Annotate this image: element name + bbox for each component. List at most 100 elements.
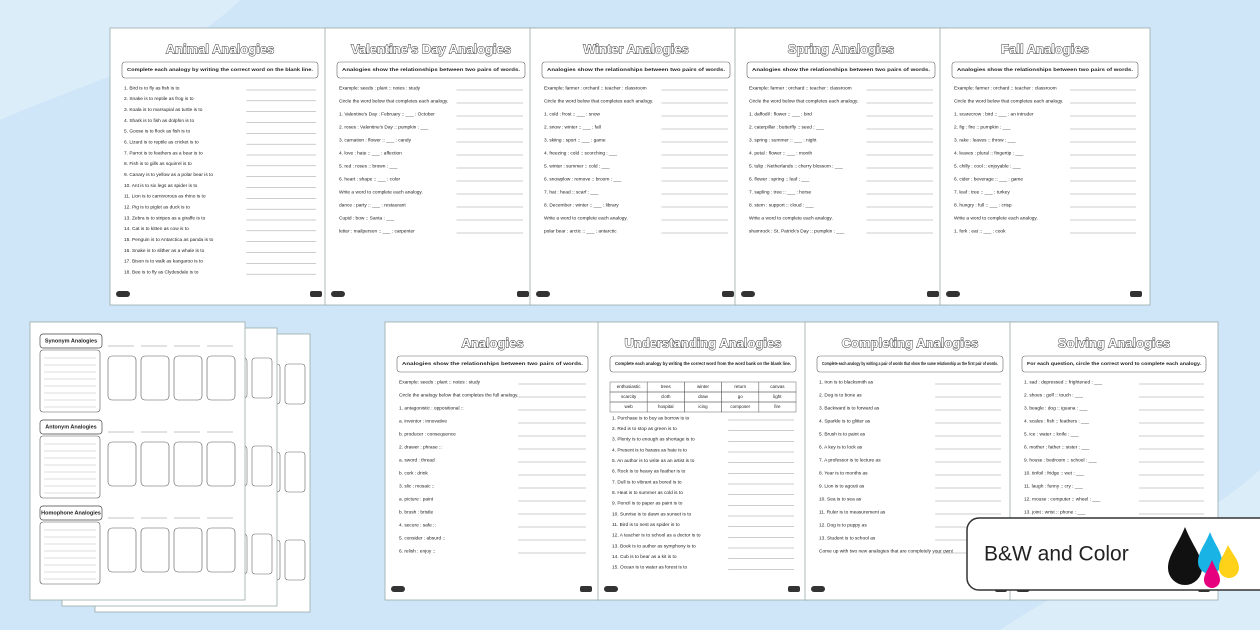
sheet-item: 3. carnation : flower :: ___ : candy (339, 137, 412, 143)
sheet-item: 4. love : hate :: ___ : affection (339, 150, 402, 156)
organizer-box (173, 527, 203, 573)
sheet-item: 14. Cub is to bear as a kit is to (612, 554, 677, 560)
sheet-item: Cupid : bow :: Santa : ___ (339, 215, 395, 221)
sheet-item: a. picture : paint (399, 496, 434, 502)
intro-box (396, 355, 589, 373)
ink-drop-magenta (1204, 560, 1220, 588)
sheet-item: 12. mouse : computer :: wheel : ___ (1024, 496, 1101, 502)
sheet-intro: For each question, circle the correct wo… (1027, 361, 1201, 366)
organizer-label-box (39, 419, 103, 435)
sheet-item: 13. Book is to author as symphony is to (612, 543, 696, 549)
sheet-item: letter : mailperson :: ___ : carpenter (339, 228, 415, 234)
sheet-intro: Analogies show the relationships between… (402, 361, 583, 366)
sheet-title: Understanding Analogies (625, 335, 782, 350)
sheet-item: 2. Dog is to bone as (819, 392, 862, 398)
worksheet-page (29, 321, 246, 601)
worksheet-page (109, 27, 331, 306)
sheet-item: dance : party :: ___ : restaurant (339, 202, 406, 208)
worksheet-page (384, 321, 601, 601)
sheet-item: a. sword : thread (399, 457, 435, 463)
sheet-item: 6. snowplow : remove :: broom : ___ (544, 176, 622, 182)
sheet-item: 4. Shark is to fish as dolphin is to (124, 118, 194, 124)
logo (722, 291, 734, 297)
wordbank-word: icing (698, 404, 708, 409)
sheet-item: b. cork : drink (399, 470, 428, 476)
sheet-item: 15. Penguin is to Antarctica as panda is… (124, 237, 214, 243)
sheet-item: 6. cider : beverage :: ___ : game (954, 176, 1023, 182)
organizer-label: Synonym Analogies (45, 338, 97, 344)
sheet-intro: Complete each analogy by writing the cor… (615, 361, 791, 366)
sheet-item: 9. Canary is to yellow as a polar bear i… (124, 172, 213, 178)
sheet-item: Circle the word below that completes eac… (749, 98, 858, 104)
sheet-item: Write a word to complete each analogy. (544, 215, 628, 221)
ink-drop-yellow (1219, 545, 1239, 578)
sheet-item: Example: seeds : plant :: notes : study (399, 379, 481, 385)
logo (788, 586, 800, 592)
worksheet-page (324, 27, 538, 306)
sheet-item: 9. Lion is to agouti as (819, 483, 865, 489)
sheet-item: 3. Koala is to marsupial as turtle is to (124, 107, 203, 113)
sheet-item: 4. secure : safe :: (399, 522, 436, 528)
organizer-box (284, 363, 306, 405)
sheet-item: 1. daffodil : flower :: ___ : bird (749, 111, 812, 117)
logo (331, 291, 345, 297)
organizer-box (140, 527, 170, 573)
sheet-item: 7. Parrot is to feathers as a bear is to (124, 150, 203, 156)
logo (310, 291, 322, 297)
logo (946, 291, 960, 297)
sheet-title: Animal Analogies (166, 41, 275, 56)
sheet-item: 17. Bison is to walk as kangaroo is to (124, 259, 203, 265)
sheet-item: 12. Pig is to piglet as duck is to (124, 204, 190, 210)
wordbank-word: hospital (658, 404, 674, 409)
sheet-item: 3. spring : summer :: ___ : night (749, 137, 817, 143)
sheet-item: 6. heart : shape :: ___ : color (339, 176, 400, 182)
wordbank-word: cloth (661, 394, 671, 399)
sheet-item: 7. leaf : tree :: ___ : turkey (954, 189, 1010, 195)
sheet-item: 12. Dog is to puppy as (819, 522, 867, 528)
sheet-item: 3. slic : mosaic :: (399, 483, 434, 489)
wordbank-word: composer (730, 404, 750, 409)
logo (1130, 291, 1142, 297)
sheet-item: 5. ice : water :: knife : ___ (1024, 431, 1079, 437)
sheet-item: b. producer : consequence (399, 431, 456, 437)
sheet-item: Example: farmer : orchard :: teacher : c… (544, 85, 647, 91)
notes-box (39, 349, 101, 413)
sheet-item: 5. red : roses :: brown : ___ (339, 163, 398, 169)
sheet-title: Completing Analogies (842, 335, 979, 350)
sheet-item: 1. antagonistic : oppositional :: (399, 405, 464, 411)
sheet-item: 8. December : winter :: ___ : library (544, 202, 619, 208)
sheet-item: 3. Plenty is to enough as shortage is to (612, 437, 695, 443)
intro-box (746, 61, 936, 79)
worksheet-page (597, 321, 809, 601)
organizer-box (251, 533, 273, 575)
organizer-box (140, 355, 170, 401)
sheet-item: 10. Sunrise is to dawn as sunset is to (612, 511, 692, 517)
sheet-item: 1. Purchase is to buy as borrow is to (612, 415, 690, 421)
intro-box (609, 355, 797, 373)
sheet-item: 2. Red is to stop as green is to (612, 426, 677, 432)
wordbank-word: return (734, 384, 746, 389)
sheet-item: Write a word to complete each analogy. (954, 215, 1038, 221)
sheet-item: 2. fig : fire :: pumpkin : ___ (954, 124, 1011, 130)
sheet-item: 11. Lion is to carnivorous as rhino is t… (124, 194, 206, 200)
sheet-item: Circle the word below that completes eac… (954, 98, 1063, 104)
sheet-item: 2. snow : winter :: ___ : fall (544, 124, 601, 130)
sheet-item: Example: farmer : orchard :: teacher : c… (954, 85, 1057, 91)
sheet-item: 13. joint : wrist :: phone : ___ (1024, 509, 1086, 515)
logo (116, 291, 130, 297)
sheet-item: 2. drawer : phrase :: (399, 444, 442, 450)
sheet-item: 9. Pencil is to paper as paint is to (612, 501, 683, 507)
sheet-item: polar bear : arctic :: ___ : antarctic (544, 228, 617, 234)
logo (536, 291, 550, 297)
sheet-item: 15. Ocean is to water as forest is to (612, 565, 688, 571)
sheet-item: Example: seeds : plant :: notes : study (339, 85, 421, 91)
sheet-item: 1. fork : eat :: ___ : cook (954, 228, 1006, 234)
sheet-intro: Analogies show the relationships between… (957, 67, 1133, 72)
sheet-item: 1. Valentine's Day : February :: ___ : O… (339, 111, 435, 117)
sheet-intro: Analogies show the relationships between… (752, 67, 930, 72)
ink-drop-black (1168, 527, 1202, 585)
organizer-label-box (39, 505, 103, 521)
sheet-item: 7. A professor is to lecture as (819, 457, 881, 463)
sheet-title: Winter Analogies (583, 41, 689, 56)
